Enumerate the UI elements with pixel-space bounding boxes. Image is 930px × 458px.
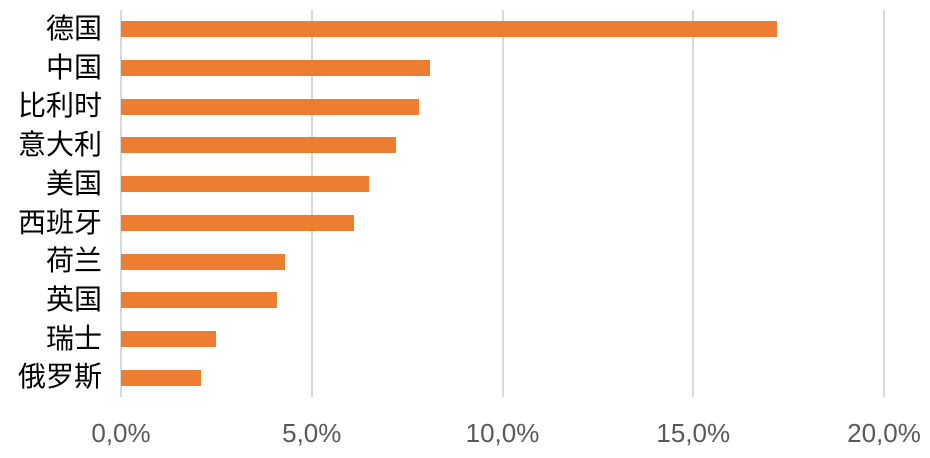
category-label: 英国: [45, 282, 102, 316]
bar-西班牙: [121, 214, 354, 231]
x-axis-tick-label: 15,0%: [656, 418, 731, 448]
x-axis-tick-label: 5,0%: [282, 418, 342, 448]
plot-area: [120, 10, 885, 397]
x-axis-tick-label: 0,0%: [91, 418, 151, 448]
category-label: 意大利: [17, 128, 102, 162]
x-axis-tick-label: 10,0%: [465, 418, 540, 448]
y-axis-line: [120, 10, 122, 397]
bar-比利时: [121, 98, 419, 115]
category-label: 中国: [45, 50, 102, 84]
bar-意大利: [121, 137, 396, 154]
category-label: 德国: [45, 12, 102, 45]
bar-荷兰: [121, 253, 286, 270]
bar-瑞士: [121, 330, 217, 347]
bar-美国: [121, 176, 369, 193]
category-label: 俄罗斯: [17, 360, 102, 394]
category-label: 比利时: [17, 89, 102, 123]
bar-中国: [121, 60, 430, 77]
bar-俄罗斯: [121, 369, 202, 386]
category-label: 西班牙: [17, 205, 102, 239]
category-label: 瑞士: [45, 321, 102, 355]
x-axis-tick-labels: 0,0% 5,0% 10,0% 15,0% 20,0%: [0, 417, 930, 451]
gridline: [501, 10, 504, 397]
gridline: [692, 10, 695, 397]
gridline: [883, 10, 885, 397]
y-axis-category-labels: 德国中国比利时意大利美国西班牙荷兰英国瑞士俄罗斯: [0, 10, 102, 397]
bar-英国: [121, 292, 278, 309]
x-axis-tick-label: 20,0%: [847, 418, 921, 448]
category-label: 荷兰: [45, 244, 102, 278]
gridline: [310, 10, 313, 397]
category-label: 美国: [45, 166, 102, 200]
bar-德国: [121, 21, 778, 38]
